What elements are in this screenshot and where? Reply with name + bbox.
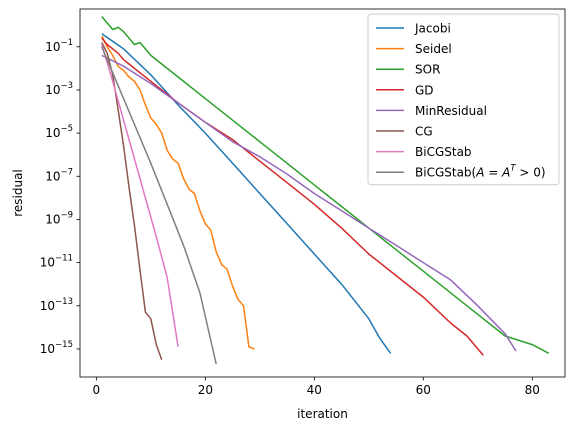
x-tick-label: 60 bbox=[416, 383, 431, 397]
x-axis-label: iteration bbox=[297, 407, 348, 421]
series-lines bbox=[101, 16, 550, 365]
legend-label: BiCGStab bbox=[415, 145, 472, 159]
legend-label: Seidel bbox=[415, 42, 452, 56]
legend-box bbox=[367, 13, 560, 186]
plot-frame bbox=[79, 8, 566, 378]
legend-label: SOR bbox=[415, 63, 440, 77]
x-axis-ticks: 0 20 40 60 80 bbox=[93, 377, 540, 397]
x-tick-label: 0 bbox=[93, 383, 101, 397]
legend-label: CG bbox=[415, 125, 433, 139]
x-tick-label: 20 bbox=[198, 383, 213, 397]
series-line-2 bbox=[101, 16, 550, 354]
legend-label: Jacobi bbox=[414, 22, 451, 36]
legend: Jacobi Seidel SOR GD MinResidual CG BiCGStab Bi… bbox=[367, 13, 560, 186]
legend-label: BiCGStab(A = AT > 0) bbox=[415, 164, 546, 180]
series-line-0 bbox=[101, 33, 392, 354]
y-axis-label: residual bbox=[11, 169, 25, 217]
x-tick-label: 80 bbox=[525, 383, 540, 397]
series-line-1 bbox=[101, 35, 255, 350]
x-tick-label: 40 bbox=[307, 383, 322, 397]
legend-label: GD bbox=[415, 83, 434, 97]
series-line-7 bbox=[101, 46, 217, 365]
series-line-6 bbox=[101, 44, 179, 347]
legend-label: MinResidual bbox=[415, 104, 487, 118]
series-line-4 bbox=[101, 54, 517, 352]
series-line-3 bbox=[101, 37, 484, 356]
